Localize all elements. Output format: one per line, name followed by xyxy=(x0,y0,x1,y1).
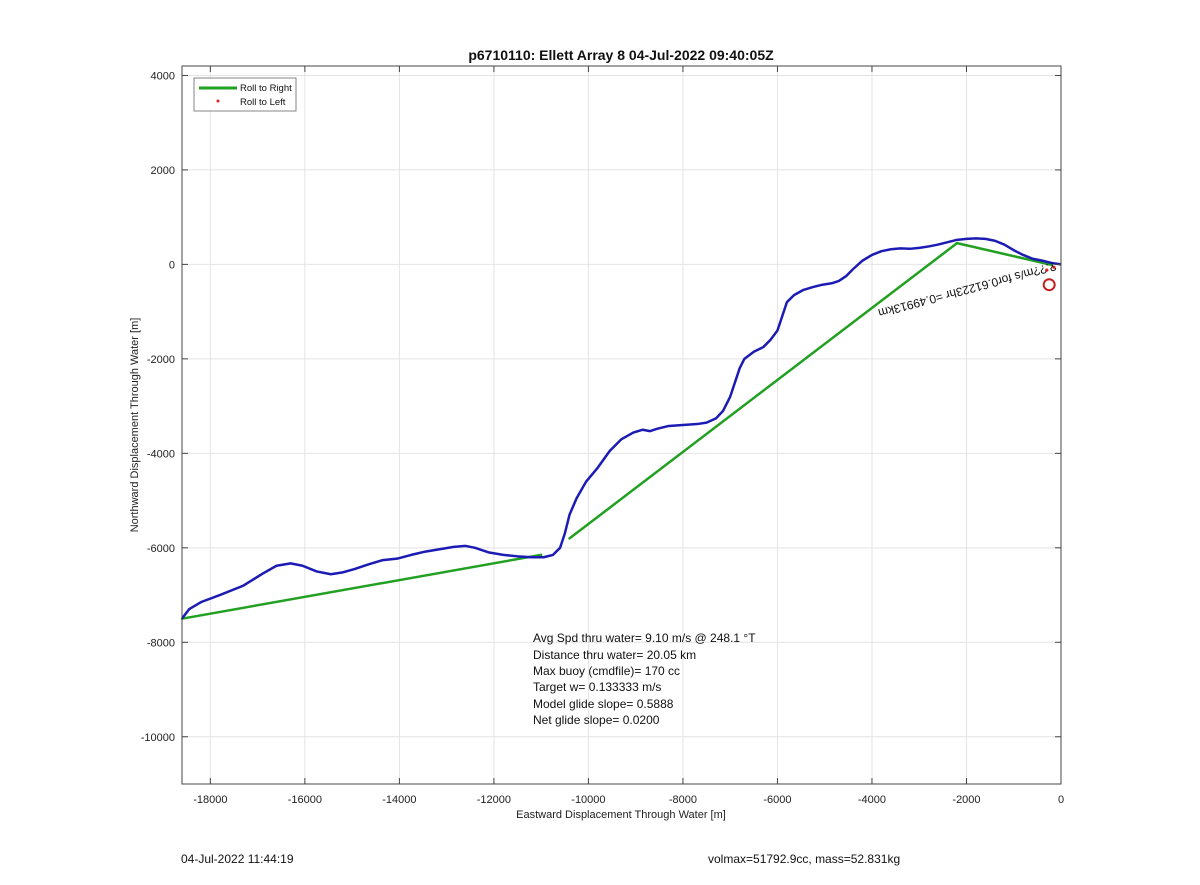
x-tick-label: 0 xyxy=(1058,794,1064,806)
plot-area xyxy=(182,66,1061,784)
x-axis-ticks: -18000 -16000 -14000 -12000 -10000 -8000 -6000… xyxy=(193,66,1064,806)
x-tick-label: -4000 xyxy=(858,794,886,806)
legend-swatch-roll-left xyxy=(216,99,220,103)
roll-right-segment xyxy=(180,553,543,620)
plot-frame xyxy=(181,65,1062,785)
track-line xyxy=(181,237,1062,620)
y-axis-ticks: 4000 2000 0 -2000 -4000 -6000 -8000 -10000 xyxy=(141,70,1061,744)
annotation-target-w: Target w= 0.133333 m/s xyxy=(533,680,661,694)
legend-box xyxy=(193,77,297,112)
chart-title: p6710110: Ellett Array 8 04-Jul-2022 09:… xyxy=(468,47,774,63)
x-tick-label: -18000 xyxy=(193,794,227,806)
legend: Roll to Right Roll to Left xyxy=(193,77,297,112)
y-tick-label: 4000 xyxy=(151,70,175,82)
x-tick-label: -12000 xyxy=(477,794,511,806)
legend-label-roll-left: Roll to Left xyxy=(240,97,286,108)
roll-left-point xyxy=(1045,268,1049,272)
stats-annotation: Avg Spd thru water= 9.10 m/s @ 248.1 °T … xyxy=(533,631,756,727)
y-tick-label: 0 xyxy=(169,259,175,271)
roll-left-point xyxy=(1052,265,1056,269)
y-tick-label: -6000 xyxy=(147,543,175,555)
x-tick-label: -14000 xyxy=(382,794,416,806)
x-tick-label: -8000 xyxy=(669,794,697,806)
x-tick-label: -16000 xyxy=(288,794,322,806)
annotation-max-buoy: Max buoy (cmdfile)= 170 cc xyxy=(533,664,680,678)
roll-right-segment xyxy=(568,241,959,540)
y-tick-label: 2000 xyxy=(151,165,175,177)
y-tick-label: -2000 xyxy=(147,354,175,366)
footer-volmax-mass: volmax=51792.9cc, mass=52.831kg xyxy=(708,852,901,866)
annotation-net-glide: Net glide slope= 0.0200 xyxy=(533,713,660,727)
y-tick-label: -4000 xyxy=(147,448,175,460)
annotation-model-glide: Model glide slope= 0.5888 xyxy=(533,697,674,711)
y-tick-label: -10000 xyxy=(141,732,175,744)
x-tick-label: -10000 xyxy=(571,794,605,806)
x-axis-label: Eastward Displacement Through Water [m] xyxy=(516,809,726,821)
series-layer xyxy=(180,237,1062,620)
position-marker xyxy=(1042,278,1056,292)
annotation-avg-speed: Avg Spd thru water= 9.10 m/s @ 248.1 °T xyxy=(533,631,756,645)
annotation-distance: Distance thru water= 20.05 km xyxy=(533,648,696,662)
y-tick-label: -8000 xyxy=(147,637,175,649)
footer-timestamp: 04-Jul-2022 11:44:19 xyxy=(181,852,294,866)
y-axis-label: Northward Displacement Through Water [m] xyxy=(129,318,141,533)
x-tick-label: -2000 xyxy=(952,794,980,806)
x-tick-label: -6000 xyxy=(763,794,791,806)
roll-right-segment xyxy=(955,241,1053,267)
legend-label-roll-right: Roll to Right xyxy=(240,83,292,94)
